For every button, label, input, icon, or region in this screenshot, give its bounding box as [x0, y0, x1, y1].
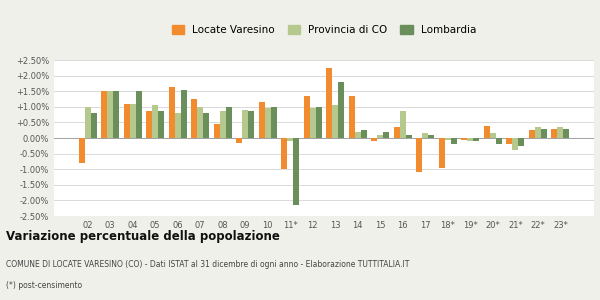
Bar: [152, 105, 158, 138]
Text: COMUNE DI LOCATE VARESINO (CO) - Dati ISTAT al 31 dicembre di ogni anno - Elabor: COMUNE DI LOCATE VARESINO (CO) - Dati IS…: [6, 260, 409, 269]
Bar: [416, 138, 422, 172]
Bar: [557, 127, 563, 138]
Bar: [428, 135, 434, 138]
Bar: [91, 113, 97, 138]
Bar: [349, 96, 355, 138]
Bar: [226, 107, 232, 138]
Bar: [484, 125, 490, 138]
Bar: [203, 113, 209, 138]
Text: Variazione percentuale della popolazione: Variazione percentuale della popolazione: [6, 230, 280, 243]
Bar: [101, 91, 107, 138]
Bar: [355, 132, 361, 138]
Text: (*) post-censimento: (*) post-censimento: [6, 281, 82, 290]
Bar: [361, 130, 367, 138]
Bar: [338, 82, 344, 138]
Bar: [371, 138, 377, 141]
Legend: Locate Varesino, Provincia di CO, Lombardia: Locate Varesino, Provincia di CO, Lombar…: [169, 22, 479, 38]
Bar: [281, 138, 287, 169]
Bar: [518, 138, 524, 146]
Bar: [316, 107, 322, 138]
Bar: [445, 138, 451, 140]
Bar: [529, 130, 535, 138]
Bar: [490, 133, 496, 138]
Bar: [422, 133, 428, 138]
Bar: [293, 138, 299, 205]
Bar: [400, 112, 406, 138]
Bar: [326, 68, 332, 138]
Bar: [259, 102, 265, 138]
Bar: [439, 138, 445, 168]
Bar: [85, 107, 91, 138]
Bar: [214, 124, 220, 138]
Bar: [113, 91, 119, 138]
Bar: [563, 129, 569, 138]
Bar: [158, 112, 164, 138]
Bar: [181, 90, 187, 138]
Bar: [512, 138, 518, 151]
Bar: [191, 99, 197, 138]
Bar: [169, 86, 175, 138]
Bar: [136, 91, 142, 138]
Bar: [394, 127, 400, 138]
Bar: [377, 135, 383, 138]
Bar: [271, 107, 277, 138]
Bar: [461, 138, 467, 140]
Bar: [541, 129, 547, 138]
Bar: [197, 107, 203, 138]
Bar: [383, 132, 389, 138]
Bar: [473, 138, 479, 141]
Bar: [146, 112, 152, 138]
Bar: [79, 138, 85, 163]
Bar: [310, 108, 316, 138]
Bar: [304, 96, 310, 138]
Bar: [535, 127, 541, 138]
Bar: [496, 138, 502, 144]
Bar: [265, 108, 271, 138]
Bar: [287, 138, 293, 141]
Bar: [406, 135, 412, 138]
Bar: [236, 138, 242, 143]
Bar: [107, 91, 113, 138]
Bar: [130, 104, 136, 138]
Bar: [220, 112, 226, 138]
Bar: [124, 104, 130, 138]
Bar: [248, 112, 254, 138]
Bar: [175, 113, 181, 138]
Bar: [242, 110, 248, 138]
Bar: [551, 129, 557, 138]
Bar: [332, 105, 338, 138]
Bar: [451, 138, 457, 144]
Bar: [506, 138, 512, 144]
Bar: [467, 138, 473, 141]
